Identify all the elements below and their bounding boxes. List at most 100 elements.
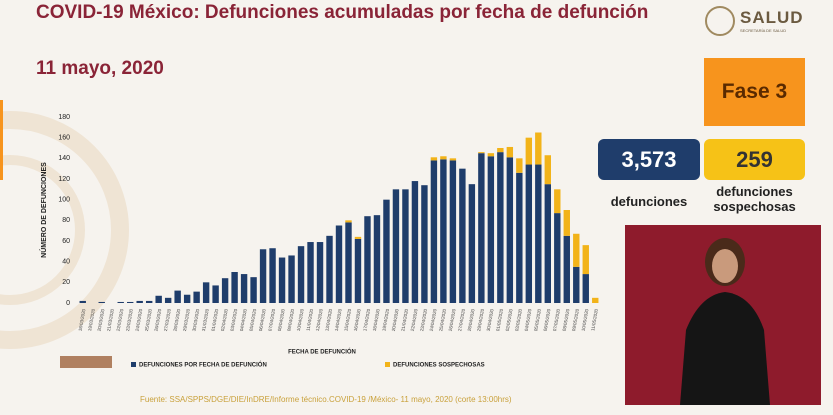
bar-segment [269, 248, 276, 303]
x-tick-label: 10/04/2020 [296, 308, 305, 332]
x-tick-label: 06/04/2020 [258, 308, 267, 332]
bar-segment [326, 235, 333, 303]
x-tick-label: 24/03/2020 [135, 308, 144, 332]
x-tick-label: 12/04/2020 [315, 308, 324, 332]
x-tick-label: 02/04/2020 [220, 308, 229, 332]
bar-segment [164, 297, 172, 303]
title: COVID-19 México: Defunciones acumuladas … [36, 2, 649, 23]
bar-segment [506, 157, 514, 303]
interpreter-body [680, 292, 770, 405]
bar-segment [145, 300, 153, 303]
x-tick-label: 14/04/2020 [334, 308, 343, 332]
x-tick-label: 27/04/2020 [457, 308, 466, 332]
x-tick-label: 30/03/2020 [191, 308, 200, 332]
bar-segment [392, 189, 400, 303]
x-tick-label: 28/04/2020 [467, 308, 476, 332]
bar-segment [516, 158, 523, 173]
y-tick-label: 180 [58, 114, 70, 121]
bar-segment [364, 216, 371, 303]
bar-segment [183, 294, 191, 303]
x-tick-label: 16/04/2020 [353, 308, 362, 332]
decoration [0, 155, 85, 305]
bar-segment [383, 199, 390, 303]
y-tick-label: 160 [58, 135, 70, 142]
bar-segment [373, 215, 381, 303]
bar-segment [478, 152, 485, 154]
x-tick-label: 31/03/2020 [201, 308, 210, 332]
y-tick-label: 20 [62, 279, 70, 286]
y-tick-label: 100 [58, 197, 70, 204]
x-tick-label: 29/03/2020 [182, 308, 191, 332]
x-tick-label: 30/04/2020 [486, 308, 495, 332]
legend-swatch [131, 362, 136, 367]
bar-segment [563, 235, 570, 303]
bar-segment [240, 274, 248, 303]
bar-segment [516, 172, 523, 303]
bar-segment [487, 153, 495, 157]
logo-strip [60, 356, 112, 368]
x-tick-label: 23/03/2020 [125, 308, 134, 332]
bar-segment [136, 300, 143, 303]
bar-segment [345, 220, 352, 223]
legend-label: DEFUNCIONES POR FECHA DE DEFUNCIÓN [139, 361, 267, 369]
bar-segment [440, 156, 447, 160]
phase-badge: Fase 3 [704, 58, 805, 126]
x-axis-title: FECHA DE DEFUNCIÓN [288, 348, 356, 356]
x-tick-label: 24/04/2020 [429, 308, 438, 332]
bar-segment [127, 301, 134, 303]
y-tick-label: 140 [58, 155, 70, 162]
y-tick-label: 40 [62, 259, 70, 266]
bar-segment [297, 246, 305, 303]
bar-segment [449, 158, 457, 161]
bar-segment [544, 184, 551, 303]
x-tick-label: 10/05/2020 [581, 308, 590, 332]
y-tick-label: 80 [62, 217, 70, 224]
x-tick-label: 04/04/2020 [239, 308, 248, 332]
decoration [0, 111, 129, 349]
bar-segment [402, 189, 409, 303]
bar-segment [288, 255, 295, 303]
bar-segment [449, 160, 457, 303]
x-tick-label: 18/03/2020 [78, 308, 87, 332]
x-tick-label: 18/04/2020 [372, 308, 381, 332]
bar-segment [573, 266, 580, 303]
legend-swatch [385, 362, 390, 367]
bar-segment [259, 249, 267, 303]
x-tick-label: 17/04/2020 [362, 308, 371, 332]
bar-segment [535, 132, 542, 165]
bar-segment [335, 225, 343, 303]
bar-segment [563, 210, 570, 236]
x-tick-label: 25/04/2020 [438, 308, 447, 332]
bar-segment [430, 157, 438, 161]
x-tick-label: 26/03/2020 [153, 308, 162, 332]
bar-segment [544, 155, 551, 185]
x-tick-label: 15/04/2020 [343, 308, 352, 332]
bar-segment [525, 137, 533, 165]
x-tick-label: 01/05/2020 [495, 308, 504, 332]
bar-segment [487, 156, 495, 303]
bar-segment [430, 160, 438, 303]
bar-segment [231, 272, 238, 303]
x-tick-label: 20/04/2020 [391, 308, 400, 332]
bar-segment [345, 222, 352, 303]
deaths-total: 3,573 [598, 139, 700, 180]
bar-segment [459, 168, 466, 303]
x-tick-label: 28/03/2020 [172, 308, 181, 332]
logo-emblem [705, 6, 735, 36]
bar-segment [468, 184, 476, 303]
x-tick-label: 03/04/2020 [229, 308, 238, 332]
bar-segment [354, 236, 362, 239]
bar-segment [478, 153, 485, 303]
bar-segment [573, 233, 580, 267]
bar-segment [440, 159, 447, 303]
x-tick-label: 11/05/2020 [590, 308, 599, 331]
bar-segment [582, 274, 589, 303]
x-tick-label: 25/03/2020 [144, 308, 153, 332]
y-axis-title: NÚMERO DE DEFUNCIONES [39, 162, 48, 258]
suspected-total: 259 [704, 139, 805, 180]
x-tick-label: 08/04/2020 [277, 308, 286, 332]
bar-segment [497, 148, 504, 153]
x-tick-label: 27/03/2020 [163, 308, 172, 332]
bar-segment [193, 291, 200, 303]
bar-segment [554, 213, 561, 303]
